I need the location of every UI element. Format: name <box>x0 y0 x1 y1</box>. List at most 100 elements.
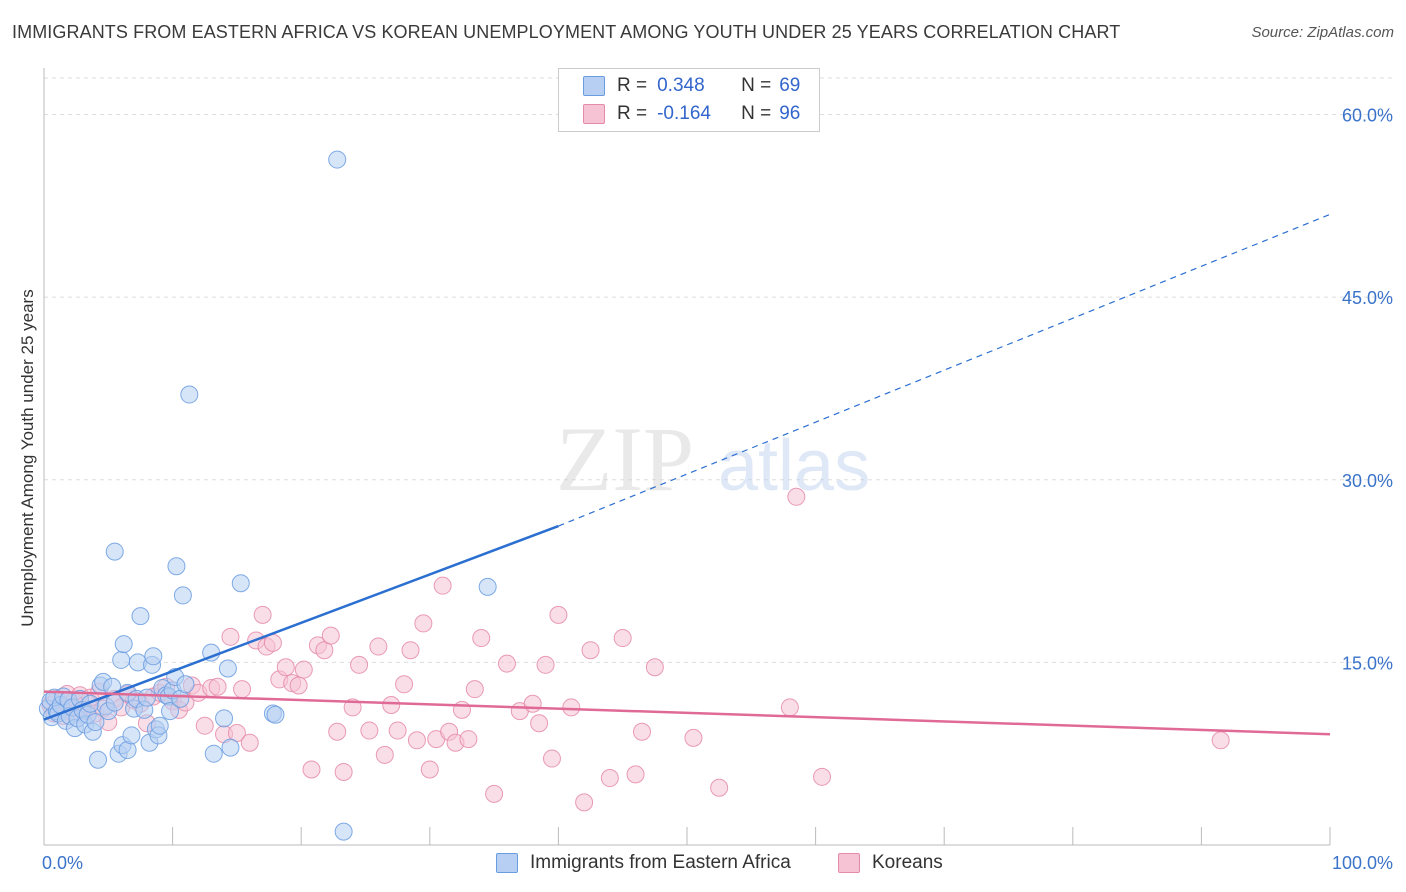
korean-point <box>328 722 347 741</box>
korean-point <box>401 641 420 660</box>
koreans-points <box>41 487 1230 812</box>
eastern-africa-point <box>180 385 199 404</box>
eastern-africa-point <box>89 750 108 769</box>
korean-point <box>497 654 516 673</box>
korean-point <box>289 676 308 695</box>
korean-point <box>208 677 227 696</box>
eastern-africa-point <box>328 150 347 169</box>
korean-point <box>433 576 452 595</box>
legend-item-eastern-africa: Immigrants from Eastern Africa <box>496 852 791 874</box>
n-value-eastern-africa: 69 <box>779 75 801 96</box>
eastern-africa-point <box>161 702 180 721</box>
korean-point <box>459 730 478 749</box>
korean-point <box>195 716 214 735</box>
korean-point <box>334 762 353 781</box>
korean-point <box>536 655 555 674</box>
korean-point <box>360 721 379 740</box>
r-value-eastern-africa: 0.348 <box>657 75 705 96</box>
blue-swatch <box>496 853 518 873</box>
n-label: N = <box>741 75 772 96</box>
eastern-africa-point <box>204 744 223 763</box>
korean-point <box>350 655 369 674</box>
eastern-africa-trend-line <box>43 524 559 721</box>
korean-point <box>294 660 313 679</box>
korean-point <box>645 658 664 677</box>
korean-point <box>549 605 568 624</box>
korean-point <box>388 721 407 740</box>
eastern-africa-point <box>167 557 186 576</box>
korean-point <box>600 769 619 788</box>
korean-point <box>523 694 542 713</box>
source-label: Source: ZipAtlas.com <box>1251 24 1394 41</box>
korean-point <box>221 627 240 646</box>
korean-point <box>684 728 703 747</box>
tick-labels: 15.0% 30.0% 45.0% 60.0% 0.0% 100.0% <box>42 106 1393 873</box>
korean-point <box>710 778 729 797</box>
korean-point <box>485 784 504 803</box>
grid-lines <box>44 77 1392 663</box>
eastern-africa-point <box>137 688 156 707</box>
watermark: ZIP atlas <box>556 408 870 510</box>
eastern-africa-point <box>218 659 237 678</box>
legend-item-koreans: Koreans <box>838 852 943 874</box>
legend-row-koreans: R = -0.164 N = 96 <box>583 101 800 127</box>
korean-point <box>321 626 340 645</box>
korean-point <box>530 714 549 733</box>
pink-swatch <box>838 853 860 873</box>
r-value-koreans: -0.164 <box>657 103 711 124</box>
korean-point <box>302 760 321 779</box>
korean-point <box>780 698 799 717</box>
korean-point <box>240 733 259 752</box>
korean-point <box>369 637 388 656</box>
legend-label-koreans: Koreans <box>872 852 943 873</box>
legend-row-eastern-africa: R = 0.348 N = 69 <box>583 73 800 99</box>
korean-point <box>472 629 491 648</box>
y-tick-label: 15.0% <box>1342 653 1393 673</box>
korean-point <box>253 605 272 624</box>
korean-point <box>452 700 471 719</box>
eastern-africa-point <box>173 586 192 605</box>
eastern-africa-point <box>176 675 195 694</box>
eastern-africa-point <box>334 822 353 841</box>
eastern-africa-point <box>131 607 150 626</box>
watermark-zip: ZIP <box>556 408 694 510</box>
legend-label-eastern-africa: Immigrants from Eastern Africa <box>530 852 791 873</box>
eastern-africa-point <box>266 705 285 724</box>
korean-point <box>414 614 433 633</box>
eastern-africa-point <box>150 716 169 735</box>
korean-point <box>632 722 651 741</box>
korean-point <box>276 658 295 677</box>
pink-swatch <box>583 104 605 124</box>
y-tick-label: 45.0% <box>1342 288 1393 308</box>
eastern-africa-trend-extension <box>558 213 1331 527</box>
korean-point <box>407 731 426 750</box>
korean-point <box>465 680 484 699</box>
korean-point <box>575 793 594 812</box>
eastern-africa-point <box>221 738 240 757</box>
eastern-africa-point <box>478 577 497 596</box>
chart-title: IMMIGRANTS FROM EASTERN AFRICA VS KOREAN… <box>12 22 1121 42</box>
x-tick-label: 0.0% <box>42 853 83 873</box>
korean-point <box>233 680 252 699</box>
koreans-trend-line <box>43 690 1331 736</box>
korean-point <box>395 675 414 694</box>
korean-point <box>787 487 806 506</box>
eastern-africa-point <box>122 726 141 745</box>
korean-point <box>626 765 645 784</box>
eastern-africa-point <box>105 542 124 561</box>
series-legend: Immigrants from Eastern Africa Koreans <box>0 852 1406 878</box>
r-label: R = <box>617 103 648 124</box>
eastern-africa-point <box>86 713 105 732</box>
korean-point <box>375 745 394 764</box>
eastern-africa-point <box>144 647 163 666</box>
korean-point <box>813 767 832 786</box>
y-tick-label: 60.0% <box>1342 106 1393 126</box>
korean-point <box>382 695 401 714</box>
korean-point <box>420 760 439 779</box>
korean-point <box>562 698 581 717</box>
r-label: R = <box>617 75 648 96</box>
eastern-africa-point <box>112 650 131 669</box>
x-tick-label: 100.0% <box>1332 853 1393 873</box>
correlation-legend: R = 0.348 N = 69 R = -0.164 N = 96 <box>558 68 820 132</box>
